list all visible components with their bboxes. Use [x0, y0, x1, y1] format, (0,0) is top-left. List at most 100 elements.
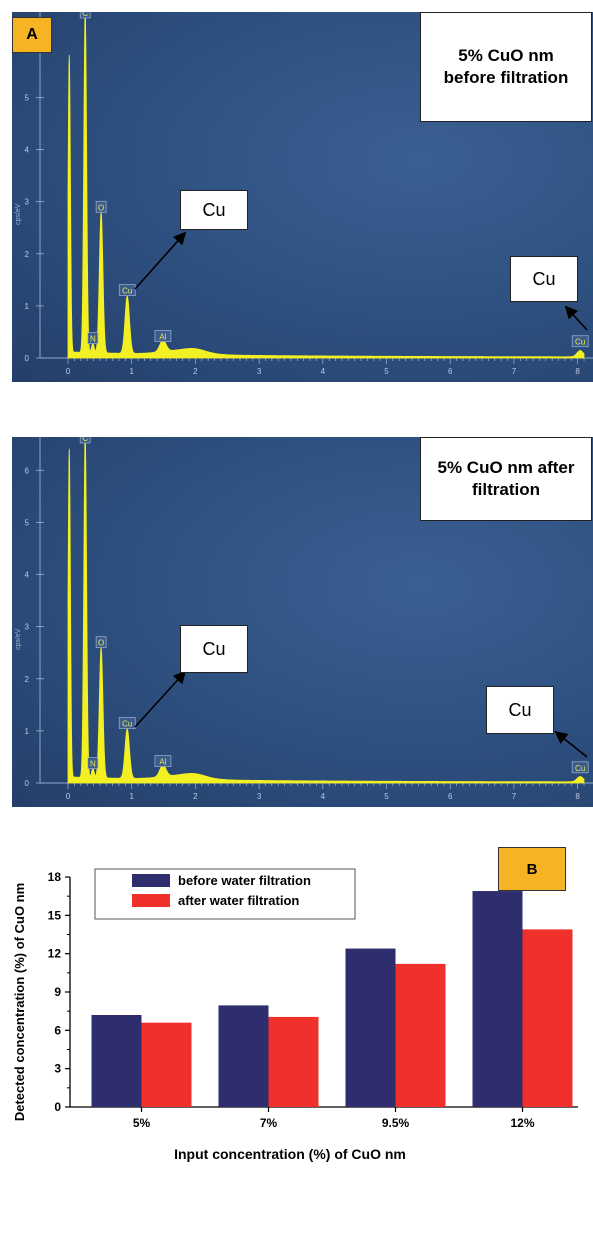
bar-after-2	[395, 963, 446, 1107]
y-tick-label: 15	[48, 908, 62, 922]
bar-after-1	[268, 1016, 319, 1107]
x-tick-label: 4	[321, 367, 326, 376]
peak-label-o: O	[95, 200, 107, 213]
y-tick-label: 6	[54, 1023, 61, 1037]
x-tick-label: 6	[448, 367, 453, 376]
peak-label-text: C	[82, 12, 88, 18]
y-tick-label: 2	[25, 675, 30, 684]
legend-label-2: after water filtration	[178, 893, 299, 908]
bar-before-2	[345, 948, 396, 1107]
peak-label-text: O	[98, 639, 104, 648]
y-tick-label: 4	[25, 146, 30, 155]
y-axis-label: cps/eV	[15, 628, 22, 650]
x-tick-label: 5	[384, 792, 389, 801]
y-tick-label: 3	[54, 1062, 61, 1076]
spectrum-plot-before: 0 1 2 3 4 5 6 7 8 0 1 2 3 4 5 cps/eV C N O Cu Al Cu	[15, 12, 593, 376]
peak-label-cu: Cu	[118, 284, 136, 297]
peak-label-text: Cu	[122, 287, 132, 296]
y-axis-title: Detected concentration (%) of CuO nm	[12, 883, 27, 1121]
bar-before-3	[472, 891, 523, 1107]
x-tick-label: 3	[257, 792, 262, 801]
peak-label-n: N	[87, 757, 99, 769]
cu-callout-3-label: Cu	[202, 638, 226, 659]
legend-swatch-2	[132, 894, 170, 907]
cu-callout-4: Cu	[486, 686, 554, 734]
y-tick-label: 5	[25, 518, 30, 527]
x-tick-label: 7	[512, 367, 517, 376]
x-tick-label: 1	[129, 792, 134, 801]
x-tick-label: 1	[129, 367, 134, 376]
legend: before water filtration after water filtr…	[94, 868, 356, 920]
peak-label-text: N	[90, 335, 96, 344]
title-before: 5% CuO nm before filtration	[443, 46, 569, 87]
peak-label-text: Al	[159, 333, 166, 342]
y-tick-label: 2	[25, 250, 30, 259]
peak-label-al: Al	[154, 330, 172, 342]
cu-callout-1: Cu	[180, 190, 248, 230]
spectrum-plot-after: 0 1 2 3 4 5 6 7 8 0 1 2 3 4 5 6 cps/eV C N O Cu Al Cu	[15, 437, 593, 801]
x-tick-label: 5%	[133, 1116, 151, 1130]
peak-label-al: Al	[154, 755, 172, 767]
peak-label-text: N	[90, 760, 96, 769]
cu-callout-2-label: Cu	[532, 268, 556, 289]
x-tick-label: 8	[575, 792, 580, 801]
y-tick-label: 0	[25, 779, 30, 788]
x-axis-title: Input concentration (%) of CuO nm	[174, 1146, 406, 1162]
bar-after-0	[141, 1022, 192, 1107]
title-after: 5% CuO nm after filtration	[437, 458, 575, 499]
peak-label-text: Al	[159, 758, 166, 767]
peak-label-text: Cu	[575, 764, 585, 773]
peak-label-c: C	[79, 437, 91, 444]
legend-swatch-1	[132, 874, 170, 887]
peak-label-c: C	[79, 12, 91, 19]
y-tick-label: 9	[54, 985, 61, 999]
cu-callout-4-label: Cu	[508, 699, 532, 720]
y-tick-label: 3	[25, 623, 30, 632]
bar-after-3	[522, 929, 573, 1107]
bar-before-0	[91, 1015, 142, 1107]
callout-arrow-1	[134, 670, 187, 728]
panel-label-b: B	[498, 847, 566, 891]
peak-label-o: O	[95, 636, 107, 649]
y-tick-label: 1	[25, 727, 30, 736]
peak-label-text: O	[98, 203, 104, 212]
legend-label-1: before water filtration	[178, 873, 311, 888]
y-tick-label: 18	[48, 870, 62, 884]
cu-callout-2: Cu	[510, 256, 578, 302]
y-tick-label: 4	[25, 571, 30, 580]
y-tick-label: 0	[25, 354, 30, 363]
x-tick-label: 4	[321, 792, 326, 801]
peak-label-text: Cu	[575, 338, 585, 347]
callout-arrow-2	[564, 305, 588, 331]
x-tick-label: 0	[66, 792, 71, 801]
cu-callout-3: Cu	[180, 625, 248, 673]
y-axis-label: cps/eV	[15, 203, 22, 225]
callout-arrow-2	[554, 731, 588, 758]
spectrum-trace	[67, 13, 585, 359]
title-box-after: 5% CuO nm after filtration	[420, 437, 592, 521]
x-tick-label: 8	[575, 367, 580, 376]
panel-label-a: A	[12, 17, 52, 53]
x-tick-label: 7%	[260, 1116, 278, 1130]
x-tick-label: 9.5%	[382, 1116, 410, 1130]
y-tick-label: 1	[25, 302, 30, 311]
peak-label-n: N	[87, 332, 99, 344]
peak-label-text: Cu	[122, 719, 132, 728]
x-tick-label: 0	[66, 367, 71, 376]
y-tick-label: 12	[48, 947, 62, 961]
peak-label-text: C	[82, 437, 88, 443]
x-tick-label: 3	[257, 367, 262, 376]
peak-label-cu: Cu	[118, 717, 136, 729]
cu-callout-1-label: Cu	[202, 199, 226, 220]
y-tick-label: 6	[25, 466, 30, 475]
x-tick-label: 2	[193, 792, 198, 801]
callout-arrow-1	[134, 231, 187, 290]
peak-label-cu: Cu	[571, 335, 589, 348]
x-tick-label: 7	[512, 792, 517, 801]
x-tick-label: 6	[448, 792, 453, 801]
bar-before-1	[218, 1005, 269, 1107]
title-box-before: 5% CuO nm before filtration	[420, 12, 592, 122]
peak-label-cu: Cu	[571, 761, 589, 774]
x-tick-label: 5	[384, 367, 389, 376]
x-tick-label: 12%	[510, 1116, 534, 1130]
